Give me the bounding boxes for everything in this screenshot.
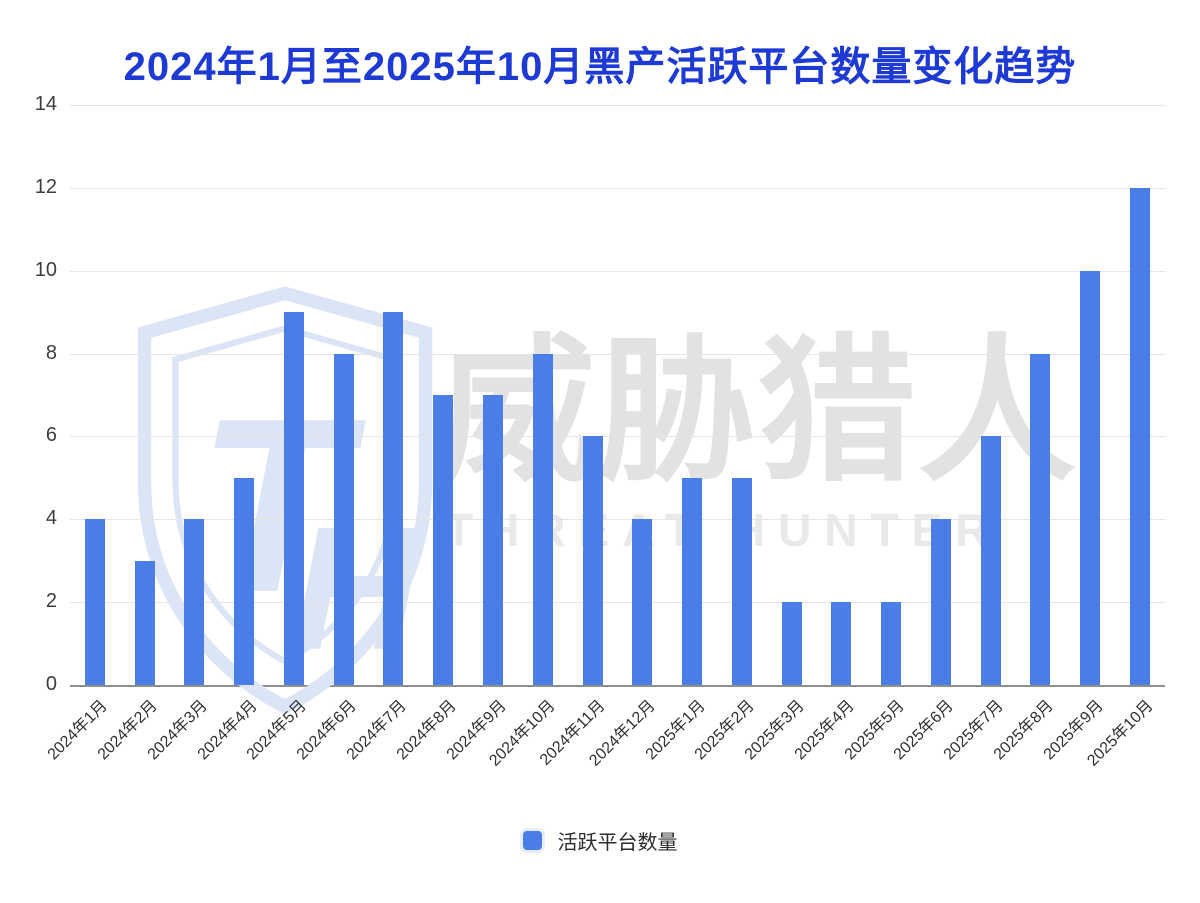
y-tick-label-10: 10	[34, 258, 57, 281]
bar-column: 2024年4月	[194, 105, 269, 763]
y-tick-label-0: 0	[45, 673, 57, 696]
gridline-14	[70, 105, 1165, 106]
bar-2025年5月	[881, 602, 902, 685]
bar-column: 2024年9月	[443, 105, 518, 763]
bar-2025年1月	[682, 477, 703, 685]
bar-column: 2024年12月	[586, 105, 667, 770]
y-tick-label-2: 2	[45, 590, 57, 613]
bar-2025年10月	[1129, 187, 1150, 685]
bar-column: 2025年4月	[792, 105, 866, 763]
bar-2024年6月	[333, 353, 354, 685]
bar-column: 2025年3月	[742, 105, 817, 763]
bar-column: 2025年9月	[1040, 105, 1115, 763]
y-tick-label-14: 14	[34, 93, 57, 116]
gridline-10	[70, 270, 1165, 272]
bar-2025年2月	[731, 477, 752, 685]
bar-2024年9月	[483, 395, 503, 685]
bar-2025年4月	[831, 602, 852, 685]
bar-2024年3月	[184, 519, 205, 685]
bar-column: 2024年8月	[393, 105, 468, 763]
bar-2024年8月	[433, 395, 454, 685]
y-tick-label-8: 8	[45, 341, 57, 364]
bar-column: 2024年7月	[344, 105, 419, 763]
bar-column: 2025年8月	[991, 105, 1066, 763]
bar-column: 2025年10月	[1084, 105, 1165, 770]
bar-column: 2024年2月	[95, 105, 170, 763]
gridline-4	[70, 519, 1165, 521]
bar-2024年4月	[234, 477, 255, 685]
bar-2024年1月	[84, 519, 105, 685]
bar-2025年6月	[930, 519, 951, 685]
y-tick-label-12: 12	[34, 175, 57, 198]
gridline-2	[70, 602, 1165, 604]
bar-2024年11月	[582, 436, 603, 685]
y-tick-label-4: 4	[45, 507, 57, 530]
gridline-12	[70, 187, 1165, 189]
bar-column: 2024年10月	[487, 105, 568, 770]
plot-area: T H 威胁猎人 THREAT HUNTER 0 2 4 6 8 10 12 14 2024年…	[35, 93, 1165, 770]
bar-2024年5月	[283, 312, 304, 685]
bar-column: 2024年11月	[537, 105, 618, 769]
gridline-6	[70, 436, 1165, 438]
legend-swatch	[522, 831, 542, 850]
bar-column: 2024年6月	[294, 105, 369, 763]
bar-2025年7月	[980, 436, 1001, 685]
y-tick-label-6: 6	[45, 424, 57, 447]
bar-column: 2024年1月	[45, 105, 120, 763]
bar-column: 2025年2月	[692, 105, 767, 763]
bar-2025年8月	[1030, 353, 1051, 685]
bar-column: 2025年5月	[841, 105, 916, 763]
bar-column: 2024年5月	[244, 105, 319, 763]
bar-column: 2024年3月	[145, 105, 220, 763]
chart-title: 2024年1月至2025年10月黑产活跃平台数量变化趋势	[123, 45, 1077, 89]
bar-column: 2025年1月	[642, 105, 717, 763]
bars: 2024年1月 2024年2月 2024年3月 2024年4月 2024年5月 2024年…	[45, 105, 1165, 770]
bar-2024年10月	[532, 353, 553, 685]
bar-2025年3月	[781, 602, 802, 685]
bar-2024年7月	[383, 312, 404, 685]
bar-2024年12月	[632, 519, 653, 685]
bar-2025年9月	[1080, 270, 1101, 685]
bar-column: 2025年6月	[891, 105, 966, 763]
gridline-8	[70, 353, 1165, 355]
legend-label: 活跃平台数量	[557, 832, 678, 854]
bar-column: 2025年7月	[941, 105, 1016, 763]
legend: 活跃平台数量	[0, 826, 1200, 855]
bar-2024年2月	[134, 560, 155, 685]
